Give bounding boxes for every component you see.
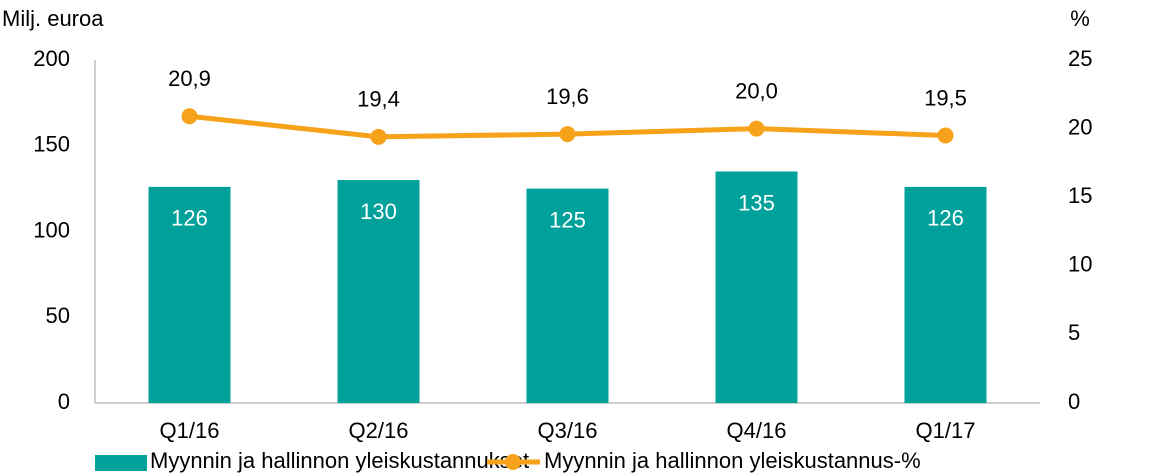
y-tick-label: 0 <box>58 389 70 414</box>
y-tick-label: 200 <box>33 46 70 71</box>
line-marker <box>559 126 576 143</box>
bar-value-label: 125 <box>549 207 586 232</box>
line-value-label: 19,5 <box>924 85 967 110</box>
y-tick-label: 100 <box>33 217 70 242</box>
y2-tick-label: 0 <box>1068 389 1080 414</box>
legend-label: Myynnin ja hallinnon yleiskustannus-% <box>544 448 921 473</box>
line-value-label: 19,6 <box>546 84 589 109</box>
bar <box>526 188 609 403</box>
y2-tick-label: 20 <box>1068 114 1092 139</box>
y2-tick-label: 10 <box>1068 252 1092 277</box>
bar <box>904 186 987 403</box>
x-tick-label: Q4/16 <box>727 418 787 443</box>
y2-tick-label: 25 <box>1068 46 1092 71</box>
legend-label: Myynnin ja hallinnon yleiskustannukset <box>150 448 529 473</box>
y-tick-label: 150 <box>33 132 70 157</box>
x-tick-label: Q2/16 <box>349 418 409 443</box>
line-marker <box>937 127 954 144</box>
y2-tick-label: 5 <box>1068 320 1080 345</box>
line-value-label: 20,9 <box>168 66 211 91</box>
x-tick-label: Q1/16 <box>160 418 220 443</box>
y-axis-label: Milj. euroa <box>2 6 104 31</box>
line-marker <box>748 120 765 137</box>
legend-marker <box>505 454 521 470</box>
bar-value-label: 126 <box>171 206 208 231</box>
line-marker <box>181 108 198 125</box>
y-tick-label: 50 <box>46 303 70 328</box>
x-tick-label: Q3/16 <box>538 418 598 443</box>
y2-axis-label: % <box>1070 6 1090 31</box>
line-value-label: 19,4 <box>357 87 400 112</box>
legend-swatch <box>95 455 147 471</box>
line-value-label: 20,0 <box>735 78 778 103</box>
x-tick-label: Q1/17 <box>916 418 976 443</box>
bar-value-label: 135 <box>738 190 775 215</box>
bar-value-label: 130 <box>360 199 397 224</box>
bar <box>148 186 231 403</box>
bar <box>337 180 420 403</box>
bar-value-label: 126 <box>927 206 964 231</box>
y2-tick-label: 15 <box>1068 183 1092 208</box>
line-marker <box>370 128 387 145</box>
bar <box>715 171 798 403</box>
